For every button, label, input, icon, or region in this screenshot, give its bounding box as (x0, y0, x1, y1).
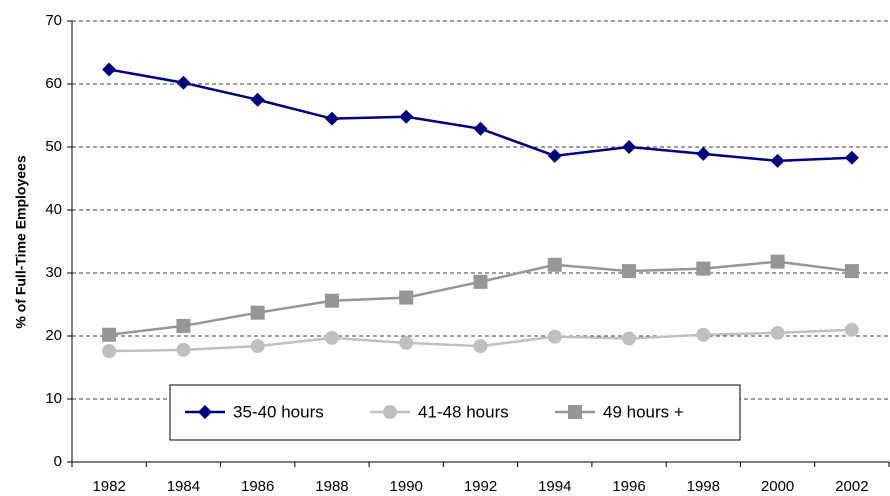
marker (844, 264, 859, 279)
marker (383, 405, 397, 419)
marker (473, 339, 488, 354)
marker (102, 344, 117, 359)
y-tick-label: 60 (45, 75, 62, 92)
y-axis-label: % of Full-Time Employees (13, 155, 29, 328)
marker (324, 111, 339, 126)
y-tick-label: 20 (45, 327, 62, 344)
marker (547, 148, 562, 163)
marker (324, 330, 339, 345)
x-tick-label: 1982 (92, 478, 125, 495)
marker (844, 322, 859, 337)
marker (250, 339, 265, 354)
marker (547, 257, 562, 272)
marker (250, 92, 265, 107)
x-tick-label: 1990 (390, 478, 423, 495)
marker (770, 254, 785, 269)
y-tick-label: 70 (45, 12, 62, 29)
marker (844, 150, 859, 165)
legend-label: 35-40 hours (233, 402, 324, 421)
x-tick-label: 1994 (538, 478, 571, 495)
marker (622, 140, 637, 154)
marker (770, 153, 785, 168)
y-tick-label: 0 (54, 453, 62, 470)
x-tick-label: 2000 (761, 478, 794, 495)
marker (399, 290, 414, 305)
x-tick-label: 1992 (464, 478, 497, 495)
legend-box (169, 384, 741, 441)
y-tick-label: 50 (45, 138, 62, 155)
x-tick-label: 1996 (612, 478, 645, 495)
y-tick-label: 10 (45, 390, 62, 407)
marker (696, 327, 711, 342)
marker (250, 305, 265, 320)
marker (176, 342, 191, 357)
marker (102, 62, 117, 77)
marker (568, 405, 582, 419)
marker (176, 318, 191, 333)
marker (198, 405, 212, 419)
y-tick-label: 30 (45, 264, 62, 281)
marker (547, 329, 562, 344)
marker (696, 261, 711, 276)
marker (696, 146, 711, 161)
marker (473, 121, 488, 136)
marker (622, 264, 637, 279)
legend-label: 49 hours + (603, 402, 684, 421)
x-tick-label: 1986 (241, 478, 274, 495)
x-tick-label: 1998 (687, 478, 720, 495)
x-tick-label: 1988 (315, 478, 348, 495)
marker (399, 335, 414, 350)
marker (473, 274, 488, 289)
marker (399, 109, 414, 124)
x-tick-label: 2002 (835, 478, 868, 495)
marker (176, 75, 191, 90)
legend-label: 41-48 hours (418, 402, 509, 421)
marker (102, 327, 117, 342)
marker (770, 325, 785, 340)
marker (324, 293, 339, 308)
marker (622, 331, 637, 346)
x-tick-label: 1984 (167, 478, 200, 495)
y-tick-label: 40 (45, 201, 62, 218)
